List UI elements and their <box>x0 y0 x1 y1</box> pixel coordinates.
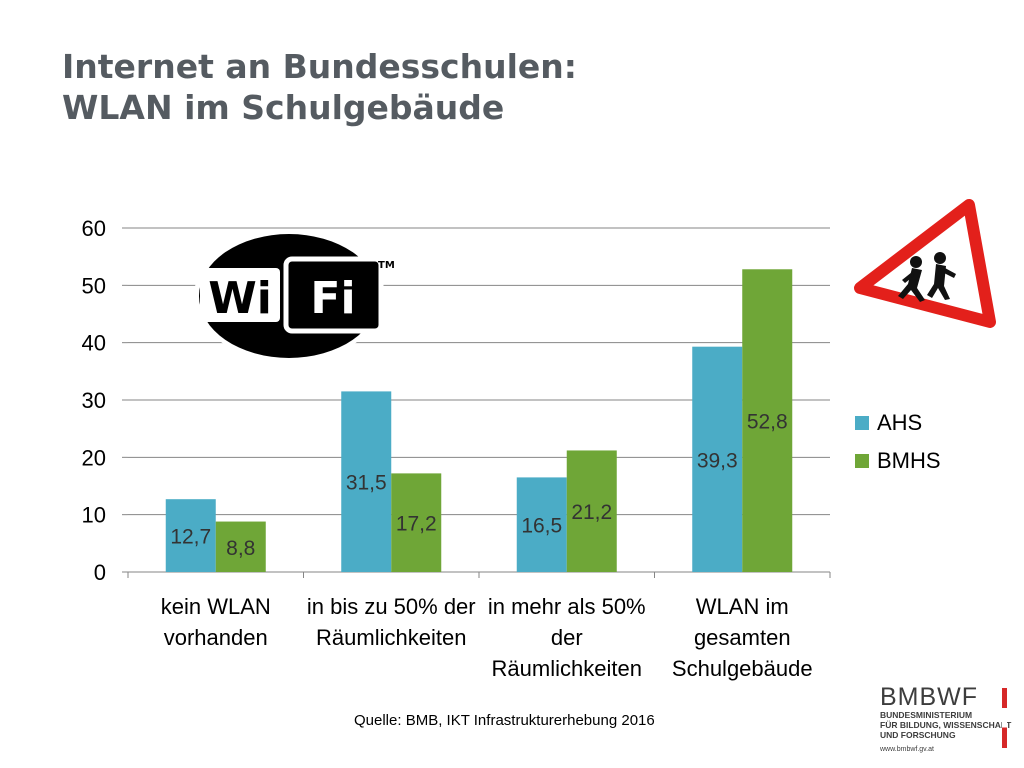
children-icon <box>898 252 956 302</box>
data-label: 12,7 <box>170 526 211 549</box>
bar-bmhs <box>566 450 617 572</box>
wifi-logo-tm: TM <box>378 260 395 271</box>
x-tick-label: kein WLAN <box>161 594 271 619</box>
page-title: Internet an Bundesschulen: WLAN im Schul… <box>62 46 577 128</box>
y-tick-label: 0 <box>94 560 106 585</box>
y-tick-labels: 0 10 20 30 40 50 60 <box>82 216 106 585</box>
x-tick-label: WLAN im <box>696 594 789 619</box>
wifi-logo-left-box <box>200 268 280 322</box>
y-tick-label: 60 <box>82 216 106 241</box>
y-tick-label: 50 <box>82 273 106 298</box>
ministry-logo: BMBWF BUNDESMINISTERIUM FÜR BILDUNG, WIS… <box>880 684 1015 753</box>
bar-bmhs <box>391 473 442 572</box>
legend: AHS BMHS <box>855 410 941 473</box>
data-label: 39,3 <box>697 449 738 472</box>
y-tick-label: 40 <box>82 331 106 356</box>
x-tick-label: in bis zu 50% der <box>307 594 476 619</box>
bar-ahs <box>692 346 743 572</box>
ministry-line-3: UND FORSCHUNG <box>880 730 956 740</box>
y-tick-label: 10 <box>82 503 106 528</box>
wifi-logo: Wi Fi TM <box>194 230 395 362</box>
source-note: Quelle: BMB, IKT Infrastrukturerhebung 2… <box>354 712 655 729</box>
axes <box>127 571 831 578</box>
data-label: 52,8 <box>747 411 788 434</box>
y-tick-label: 20 <box>82 445 106 470</box>
bar-ahs <box>516 477 567 572</box>
legend-swatch-bmhs <box>855 454 869 468</box>
data-label: 8,8 <box>226 537 255 560</box>
data-label: 21,2 <box>571 501 612 524</box>
bar-bmhs <box>215 521 266 572</box>
bar-ahs <box>341 391 392 572</box>
x-tick-label: Schulgebäude <box>672 656 813 681</box>
y-tick-label: 30 <box>82 388 106 413</box>
legend-swatch-ahs <box>855 416 869 430</box>
x-tick-label: Räumlichkeiten <box>492 656 642 681</box>
ministry-line-1: BUNDESMINISTERIUM <box>880 710 973 720</box>
x-tick-label: der <box>551 625 583 650</box>
title-line-2: WLAN im Schulgebäude <box>62 88 505 127</box>
x-tick-label: in mehr als 50% <box>488 594 646 619</box>
bars <box>165 269 793 572</box>
bar-bmhs <box>742 269 793 572</box>
title-line-1: Internet an Bundesschulen: <box>62 47 577 86</box>
x-tick-label: Räumlichkeiten <box>316 625 466 650</box>
ministry-logo-name: BMBWF <box>880 683 979 711</box>
legend-label-bmhs: BMHS <box>877 448 941 473</box>
data-label: 17,2 <box>396 513 437 536</box>
data-label: 16,5 <box>521 515 562 538</box>
data-label: 31,5 <box>346 472 387 495</box>
bar-ahs <box>165 499 216 572</box>
x-tick-label: vorhanden <box>164 625 268 650</box>
legend-label-ahs: AHS <box>877 410 922 435</box>
ministry-url: www.bmbwf.gv.at <box>880 746 934 753</box>
ministry-line-2: FÜR BILDUNG, WISSENSCHAFT <box>880 720 1012 730</box>
x-tick-label: gesamten <box>694 625 791 650</box>
wifi-logo-left-text: Wi <box>208 273 272 324</box>
wifi-logo-right-box <box>283 256 384 334</box>
x-tick-labels: kein WLAN vorhanden in bis zu 50% der Räuml… <box>161 594 813 681</box>
data-labels: 12,7 8,8 31,5 17,2 16,5 21,2 39,3 52,8 <box>170 411 787 560</box>
austrian-flag-stripe <box>1002 688 1007 748</box>
wifi-logo-right-text: Fi <box>310 273 355 324</box>
children-crossing-warning-sign-icon <box>854 199 996 328</box>
